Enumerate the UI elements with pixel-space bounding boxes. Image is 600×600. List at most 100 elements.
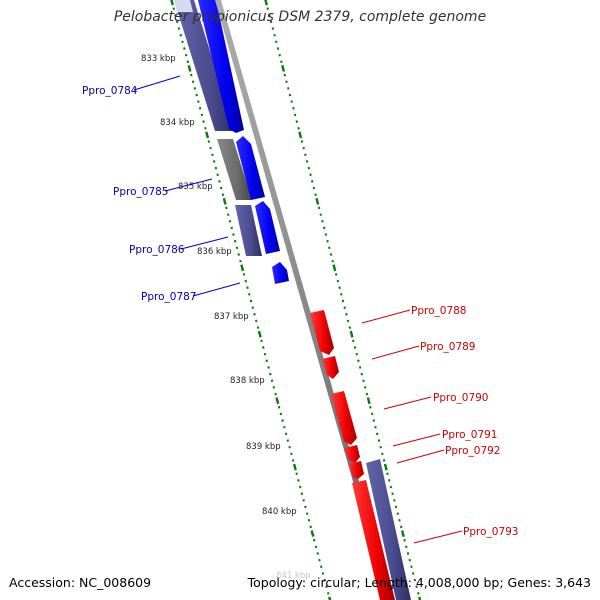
minor-tick-mark [387,479,391,482]
minor-tick-mark [288,93,292,97]
label-leader-line [361,309,411,324]
minor-tick-mark [174,13,177,17]
gene-label-ppro-0792[interactable]: Ppro_0792 [445,445,500,457]
minor-tick-mark [343,306,346,309]
minor-tick-mark [286,439,290,442]
tick-label: 836 kbp [197,247,232,257]
minor-tick-mark [297,126,300,130]
gene-label-ppro-0789[interactable]: Ppro_0789 [420,341,475,353]
gene-label-ppro-0793[interactable]: Ppro_0793 [463,526,518,538]
cds-block [366,459,411,600]
minor-tick-mark [302,146,305,150]
minor-tick-mark [341,299,345,303]
minor-tick-mark [230,226,233,230]
minor-tick-mark [287,87,290,90]
label-leader-line [133,75,181,91]
minor-tick-mark [398,518,401,522]
forward-gene-arrow [255,201,280,254]
minor-tick-mark [280,60,283,64]
minor-tick-mark [415,585,418,589]
minor-tick-mark [326,239,329,243]
minor-tick-mark [319,565,323,569]
minor-tick-mark [399,525,403,529]
minor-tick-mark [307,518,311,522]
major-tick-mark [264,0,268,6]
minor-tick-mark [410,565,413,569]
minor-tick-mark [377,439,381,442]
minor-tick-mark [190,73,193,77]
minor-tick-mark [253,312,256,316]
minor-tick-mark [317,206,321,210]
minor-tick-mark [295,472,298,476]
gene-label-ppro-0790[interactable]: Ppro_0790 [433,392,488,404]
genome-summary-text: Topology: circular; Length: 4,008,000 bp… [247,575,591,590]
minor-tick-mark [352,339,355,343]
minor-tick-mark [360,372,364,376]
minor-tick-mark [218,180,221,183]
gene-label-ppro-0788[interactable]: Ppro_0788 [411,305,466,317]
minor-tick-mark [279,412,283,416]
minor-tick-mark [323,578,326,582]
major-tick-mark [222,197,227,205]
gene-label-ppro-0786[interactable]: Ppro_0786 [129,244,185,256]
minor-tick-mark [272,386,276,389]
reverse-gene-arrow [344,445,360,463]
minor-tick-mark [278,53,281,57]
minor-tick-mark [246,286,249,290]
minor-tick-mark [325,585,328,589]
reverse-gene-arrow [348,461,364,479]
minor-tick-mark [248,293,251,296]
minor-tick-mark [290,452,293,456]
tick-label: 834 kbp [160,118,195,128]
minor-tick-mark [263,352,267,356]
minor-tick-mark [237,253,240,256]
gene-label-ppro-0785[interactable]: Ppro_0785 [113,186,168,198]
reverse-gene-track [310,310,395,600]
minor-tick-mark [260,339,263,343]
gene-label-ppro-0787[interactable]: Ppro_0787 [141,291,196,303]
forward-gene-labels: Ppro_0784 Ppro_0785 Ppro_0786 Ppro_0787 [82,75,241,303]
minor-tick-mark [228,219,232,223]
minor-tick-mark [193,87,197,90]
minor-tick-mark [316,552,319,555]
minor-tick-mark [293,113,297,117]
minor-tick-mark [312,538,316,542]
gene-label-ppro-0784[interactable]: Ppro_0784 [82,85,138,97]
major-tick-mark [281,65,286,72]
minor-tick-mark [269,20,273,24]
minor-tick-mark [372,419,376,422]
major-tick-mark [418,596,422,600]
gene-label-ppro-0791[interactable]: Ppro_0791 [442,429,497,441]
minor-tick-mark [375,432,379,436]
major-tick-mark [366,397,371,405]
reverse-gene-arrow [331,391,357,445]
minor-tick-mark [362,379,365,383]
minor-tick-mark [327,592,330,595]
minor-tick-mark [304,153,307,157]
minor-tick-mark [207,140,211,143]
minor-tick-mark [244,279,247,283]
minor-tick-mark [268,13,271,17]
minor-tick-mark [270,379,274,383]
minor-tick-mark [262,346,265,349]
minor-tick-mark [202,120,205,123]
minor-tick-mark [283,425,286,429]
minor-tick-mark [209,146,212,150]
cds-block [174,0,235,131]
label-leader-line [192,282,241,297]
minor-tick-mark [370,412,374,416]
minor-tick-mark [405,545,408,549]
minor-tick-mark [221,193,225,197]
major-tick-mark [400,530,405,537]
reverse-gene-arrow [322,356,339,379]
minor-tick-mark [314,193,317,197]
minor-tick-mark [312,186,316,190]
minor-tick-mark [324,233,328,236]
reverse-gene-arrow [310,310,334,355]
minor-tick-mark [305,160,309,163]
minor-tick-mark [291,459,295,462]
tick-labels: 833 kbp 834 kbp 835 kbp 836 kbp 837 kbp … [141,54,311,581]
minor-tick-mark [232,233,235,236]
minor-tick-mark [233,239,237,243]
